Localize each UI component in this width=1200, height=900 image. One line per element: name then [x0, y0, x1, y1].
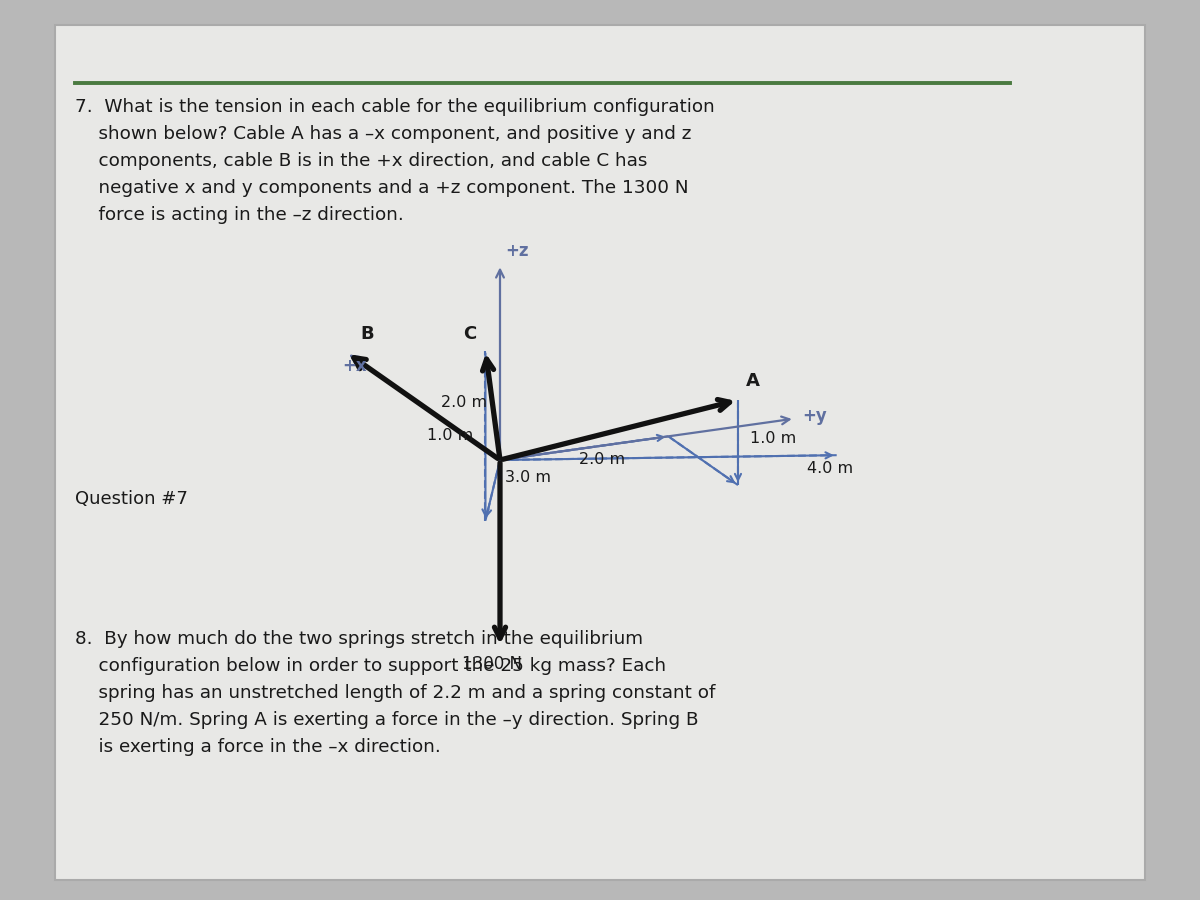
Text: force is acting in the –z direction.: force is acting in the –z direction. — [74, 206, 403, 224]
Text: B: B — [361, 325, 374, 343]
Text: configuration below in order to support the 25 kg mass? Each: configuration below in order to support … — [74, 657, 666, 675]
Text: 2.0 m: 2.0 m — [440, 395, 487, 410]
Text: 250 N/m. Spring A is exerting a force in the –y direction. Spring B: 250 N/m. Spring A is exerting a force in… — [74, 711, 698, 729]
Text: 1.0 m: 1.0 m — [750, 430, 797, 446]
Text: 3.0 m: 3.0 m — [505, 471, 551, 485]
Text: spring has an unstretched length of 2.2 m and a spring constant of: spring has an unstretched length of 2.2 … — [74, 684, 715, 702]
Text: 8.  By how much do the two springs stretch in the equilibrium: 8. By how much do the two springs stretc… — [74, 630, 643, 648]
Text: 1300 N: 1300 N — [462, 655, 522, 673]
Text: Question #7: Question #7 — [74, 490, 188, 508]
Text: +x: +x — [342, 356, 366, 374]
Text: C: C — [463, 325, 476, 343]
Text: 1.0 m: 1.0 m — [427, 428, 474, 443]
Text: shown below? Cable A has a –x component, and positive y and z: shown below? Cable A has a –x component,… — [74, 125, 691, 143]
Text: components, cable B is in the +x direction, and cable C has: components, cable B is in the +x directi… — [74, 152, 647, 170]
FancyBboxPatch shape — [55, 25, 1145, 880]
Text: 4.0 m: 4.0 m — [806, 461, 853, 476]
Text: 7.  What is the tension in each cable for the equilibrium configuration: 7. What is the tension in each cable for… — [74, 98, 715, 116]
Text: 2.0 m: 2.0 m — [580, 452, 625, 467]
Text: +z: +z — [505, 242, 528, 260]
Text: +y: +y — [803, 407, 827, 425]
Text: is exerting a force in the –x direction.: is exerting a force in the –x direction. — [74, 738, 440, 756]
Text: negative x and y components and a +z component. The 1300 N: negative x and y components and a +z com… — [74, 179, 689, 197]
Text: A: A — [746, 372, 760, 390]
